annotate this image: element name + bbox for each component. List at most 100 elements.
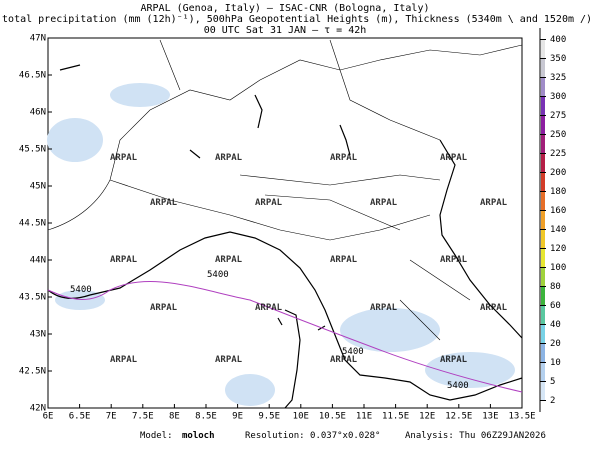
x-tick-label: 11E [356,412,372,422]
watermark: ARPAL [110,153,138,163]
footer-model: moloch [182,431,215,441]
title-line: ARPAL (Genoa, Italy) — ISAC-CNR (Bologna… [141,3,430,14]
colorbar-label: 80 [550,282,561,292]
colorbar-cell [541,248,545,268]
watermark: ARPAL [110,255,138,265]
contour-label: 5400 [447,381,469,391]
watermark: ARPAL [480,198,508,208]
height-contour [47,280,523,393]
colorbar-cell [541,381,545,401]
watermark: ARPAL [330,355,358,365]
colorbar-label: 400 [550,35,566,45]
x-tick-label: 10.5E [319,412,346,422]
colorbar-cell [541,343,545,363]
colorbar-label: 20 [550,339,561,349]
colorbar-label: 40 [550,320,561,330]
y-tick-label: 42.5N [19,367,46,377]
watermark: ARPAL [255,198,283,208]
footer-resolution: Resolution: 0.037°x0.028° [245,431,380,441]
colorbar-cell [541,267,545,287]
y-tick-label: 43.5N [19,293,46,303]
watermark: ARPAL [480,303,508,313]
colorbar-cell [541,305,545,325]
colorbar-cell [541,210,545,230]
x-tick-label: 10E [293,412,309,422]
y-tick-label: 44N [30,256,46,266]
x-tick-label: 8E [169,412,180,422]
borders [47,39,523,341]
y-tick-label: 44.5N [19,219,46,229]
colorbar-cell [541,77,545,97]
y-tick-label: 46N [30,108,46,118]
colorbar-cell [541,362,545,382]
colorbar-label: 10 [550,358,561,368]
x-tick-label: 11.5E [382,412,409,422]
colorbar-cell [541,153,545,173]
coastlines [47,64,523,409]
x-tick-label: 6E [43,412,54,422]
contour-label: 5400 [342,347,364,357]
colorbar-cell [541,134,545,154]
colorbar-label: 160 [550,206,566,216]
colorbar-label: 100 [550,263,566,273]
colorbar-label: 2 [550,396,555,406]
x-tick-label: 8.5E [195,412,217,422]
colorbar-cell [541,172,545,192]
x-tick-label: 12.5E [445,412,472,422]
x-tick-label: 9.5E [258,412,280,422]
colorbar-label: 200 [550,168,566,178]
y-tick-label: 46.5N [19,71,46,81]
y-tick-label: 45N [30,182,46,192]
watermark: ARPAL [370,303,398,313]
contour-label: 5400 [70,285,92,295]
x-tick-label: 13.5E [508,412,535,422]
colorbar-cell [541,58,545,78]
x-tick-label: 12E [419,412,435,422]
colorbar-cell [541,324,545,344]
watermark: ARPAL [440,255,468,265]
colorbar-cell [541,191,545,211]
colorbar-label: 275 [550,111,566,121]
footer-label: Model: [140,431,173,441]
colorbar-cell [541,96,545,116]
colorbar-cell [541,39,545,59]
watermark: ARPAL [255,303,283,313]
watermark: ARPAL [215,153,243,163]
x-tick-label: 7E [106,412,117,422]
y-tick-label: 47N [30,34,46,44]
colorbar-label: 120 [550,244,566,254]
watermark: ARPAL [150,198,178,208]
watermark: ARPAL [330,153,358,163]
watermark: ARPAL [150,303,178,313]
colorbar-label: 60 [550,301,561,311]
colorbar-cell [541,115,545,135]
x-tick-label: 6.5E [69,412,91,422]
x-tick-label: 9E [232,412,243,422]
watermark: ARPAL [110,355,138,365]
watermark: ARPAL [215,255,243,265]
y-tick-label: 45.5N [19,145,46,155]
colorbar-label: 250 [550,130,566,140]
contour-label: 5400 [207,270,229,280]
watermark: ARPAL [330,255,358,265]
watermark: ARPAL [440,355,468,365]
watermark: ARPAL [370,198,398,208]
x-tick-label: 7.5E [132,412,154,422]
colorbar-label: 225 [550,149,566,159]
colorbar-label: 300 [550,92,566,102]
colorbar-label: 5 [550,377,555,387]
title-line: 00 UTC Sat 31 JAN — τ = 42h [204,25,367,36]
colorbar-label: 350 [550,54,566,64]
title-line: 12h total precipitation (mm (12h)⁻¹), 50… [0,14,592,25]
y-tick-label: 42N [30,404,46,414]
watermark: ARPAL [215,355,243,365]
footer-analysis: Analysis: Thu 06Z29JAN2026 [405,431,546,441]
colorbar-label: 140 [550,225,566,235]
colorbar-cell [541,286,545,306]
colorbar-cell [541,229,545,249]
colorbar-label: 325 [550,73,566,83]
watermark: ARPAL [440,153,468,163]
colorbar-label: 180 [550,187,566,197]
y-tick-label: 43N [30,330,46,340]
